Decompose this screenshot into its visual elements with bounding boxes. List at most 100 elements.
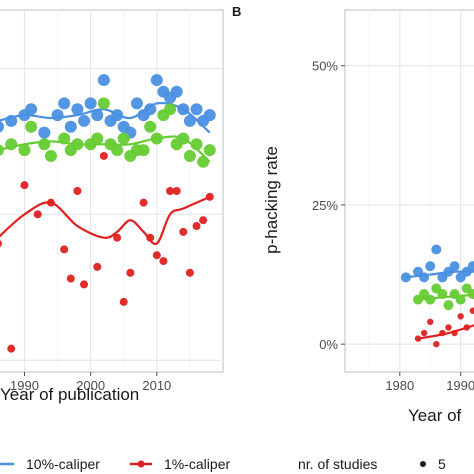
size-legend-value: 5 — [438, 456, 446, 472]
point-5-caliper — [203, 144, 216, 157]
point-1-caliper — [93, 262, 102, 271]
point-10-caliper — [51, 109, 64, 122]
point-5-caliper — [467, 289, 474, 300]
point-10-caliper — [71, 103, 84, 116]
point-1-caliper — [146, 233, 155, 242]
point-5-caliper — [425, 294, 436, 305]
point-5-caliper — [437, 289, 448, 300]
point-1-caliper — [60, 245, 69, 254]
point-10-caliper — [190, 103, 203, 116]
point-1-caliper — [185, 268, 194, 277]
point-1-caliper — [427, 318, 434, 326]
point-1-caliper — [192, 222, 201, 231]
legend: 10%-caliper 1%-caliper nr. of studies 5 — [0, 456, 446, 472]
point-5-caliper — [455, 294, 466, 305]
point-1-caliper — [414, 335, 422, 342]
panel-b-x-axis-title: Year of — [408, 406, 462, 425]
x-tick-label: 1980 — [385, 378, 414, 393]
point-1-caliper — [179, 227, 188, 236]
y-tick-label: 0% — [319, 337, 338, 352]
point-1-caliper — [445, 324, 452, 331]
point-10-caliper — [97, 74, 110, 87]
point-5-caliper — [38, 138, 51, 151]
point-5-caliper — [91, 132, 104, 145]
point-10-caliper — [111, 109, 124, 122]
point-1-caliper — [457, 313, 464, 320]
panel-b-tag: B — [232, 4, 241, 19]
point-10-caliper — [5, 114, 18, 127]
legend-10-label: 10%-caliper — [26, 456, 100, 472]
point-1-caliper — [66, 274, 75, 283]
panel-b: B 1980 1990 50% 25% 0% p-hacking rate Year … — [232, 4, 474, 425]
point-10-caliper — [91, 109, 104, 122]
size-legend-dot — [420, 461, 426, 467]
y-tick-label: 25% — [312, 198, 338, 213]
panel-a-x-axis-title: Year of publication — [0, 385, 139, 404]
point-1-caliper — [152, 251, 161, 260]
point-5-caliper — [25, 120, 38, 133]
point-5-caliper — [5, 138, 18, 151]
point-5-caliper — [117, 132, 130, 145]
point-1-caliper — [0, 240, 2, 248]
point-10-caliper — [25, 103, 38, 116]
point-5-caliper — [164, 103, 177, 116]
panel-b-x-ticks: 1980 1990 — [385, 372, 474, 393]
point-10-caliper — [170, 85, 183, 98]
point-10-caliper — [84, 97, 97, 110]
panel-b-plot-area — [344, 9, 474, 373]
point-10-caliper — [130, 97, 143, 110]
point-10-caliper — [431, 244, 442, 255]
x-tick-label: 1990 — [446, 378, 474, 393]
point-10-caliper — [203, 109, 216, 122]
y-tick-label: 50% — [312, 59, 338, 74]
panel-a-points — [0, 74, 216, 353]
point-10-caliper — [150, 74, 163, 87]
point-5-caliper — [58, 132, 71, 145]
point-5-caliper — [197, 155, 210, 168]
point-10-caliper — [449, 261, 460, 272]
point-1-caliper — [439, 329, 446, 337]
point-1-caliper — [199, 216, 208, 225]
point-1-caliper — [99, 151, 108, 160]
point-10-caliper — [425, 261, 436, 272]
point-1-caliper — [420, 329, 428, 337]
point-5-caliper — [177, 132, 190, 145]
point-10-caliper — [64, 120, 77, 133]
point-10-caliper — [467, 261, 474, 272]
point-1-caliper — [159, 257, 168, 266]
point-1-caliper — [20, 181, 29, 190]
point-1-caliper — [205, 192, 214, 201]
point-10-caliper — [183, 114, 196, 127]
point-1-caliper — [139, 198, 148, 207]
point-1-caliper — [33, 210, 42, 219]
point-10-caliper — [419, 272, 430, 283]
point-10-caliper — [0, 121, 4, 133]
x-tick-label: 2010 — [142, 378, 171, 393]
point-10-caliper — [38, 126, 51, 139]
point-5-caliper — [443, 300, 454, 311]
point-10-caliper — [78, 114, 91, 127]
panel-b-gridlines — [345, 10, 474, 372]
point-5-caliper — [97, 97, 110, 110]
point-10-caliper — [400, 272, 411, 283]
point-1-caliper — [119, 297, 128, 306]
point-1-caliper — [469, 307, 474, 314]
panel-b-points — [400, 244, 474, 348]
panel-a: 1990 2000 2010 Year of publication — [0, 9, 224, 404]
panel-a-plot-area — [0, 9, 224, 373]
legend-1-label: 1%-caliper — [164, 456, 230, 472]
x-tick-label: 1990 — [10, 378, 39, 393]
point-5-caliper — [0, 144, 4, 156]
point-1-caliper — [451, 329, 458, 337]
point-1-caliper — [113, 233, 122, 242]
point-1-caliper — [172, 187, 181, 195]
point-10-caliper — [58, 97, 71, 110]
panel-b-y-axis-title: p-hacking rate — [262, 146, 281, 254]
point-1-caliper — [463, 324, 470, 331]
point-1-caliper — [73, 187, 82, 195]
point-1-caliper — [166, 187, 175, 195]
point-1-caliper — [126, 268, 135, 277]
point-5-caliper — [71, 138, 84, 151]
panel-a-x-ticks: 1990 2000 2010 — [10, 372, 171, 393]
point-5-caliper — [137, 144, 150, 157]
